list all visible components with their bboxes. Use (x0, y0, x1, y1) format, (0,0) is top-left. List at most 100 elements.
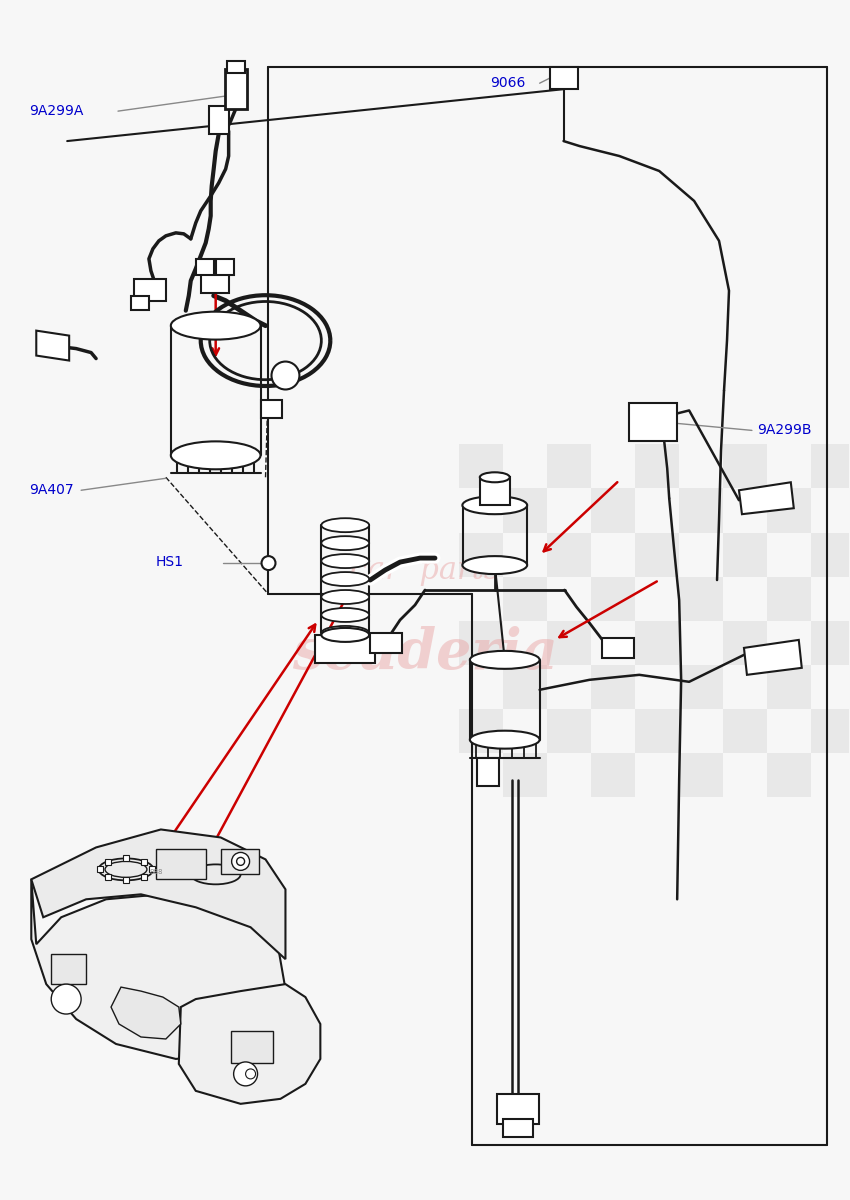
Polygon shape (31, 880, 286, 1058)
Circle shape (51, 984, 81, 1014)
Ellipse shape (321, 608, 369, 622)
Bar (134, 278, 166, 301)
Bar (149, 866, 155, 872)
Text: 9A407: 9A407 (29, 484, 74, 497)
Ellipse shape (321, 572, 369, 586)
Bar (768, 577, 812, 620)
Circle shape (236, 858, 245, 865)
Bar (812, 444, 850, 488)
Bar (123, 856, 129, 862)
Ellipse shape (171, 312, 261, 340)
Bar (635, 709, 679, 754)
Bar (768, 665, 812, 709)
Bar (503, 754, 547, 797)
Bar (459, 620, 503, 665)
Text: 9A299B: 9A299B (756, 424, 812, 437)
Ellipse shape (321, 590, 369, 604)
Circle shape (271, 361, 299, 390)
Bar (201, 271, 229, 293)
Bar (679, 754, 723, 797)
Bar (547, 444, 591, 488)
Bar (459, 444, 503, 488)
Bar (123, 877, 129, 883)
Bar (679, 488, 723, 533)
Bar (315, 635, 375, 662)
Bar (591, 754, 635, 797)
Ellipse shape (479, 473, 510, 482)
Text: scuderia: scuderia (292, 626, 558, 682)
Text: car  parts: car parts (350, 554, 500, 586)
Ellipse shape (470, 731, 540, 749)
Bar (768, 488, 812, 533)
Text: HS1: HS1 (156, 556, 184, 569)
Circle shape (234, 1062, 258, 1086)
Bar (503, 665, 547, 709)
Circle shape (262, 556, 275, 570)
Ellipse shape (321, 628, 369, 642)
Bar (496, 1094, 539, 1123)
Bar (502, 1118, 533, 1136)
Polygon shape (31, 829, 286, 959)
Bar (723, 709, 768, 754)
Circle shape (232, 852, 250, 870)
Bar (141, 859, 147, 865)
Bar (768, 754, 812, 797)
Bar (459, 533, 503, 577)
Bar (196, 259, 213, 275)
Bar (550, 67, 577, 89)
Polygon shape (739, 482, 794, 514)
Bar (209, 106, 229, 134)
Bar (156, 850, 206, 880)
Bar (812, 533, 850, 577)
Bar (547, 709, 591, 754)
Bar (141, 874, 147, 880)
Bar (503, 488, 547, 533)
Bar (679, 577, 723, 620)
Text: 9066: 9066 (490, 76, 525, 90)
Bar (459, 709, 503, 754)
Ellipse shape (171, 442, 261, 469)
Bar (629, 403, 677, 442)
Bar (97, 866, 103, 872)
Ellipse shape (462, 556, 527, 574)
Ellipse shape (462, 497, 527, 514)
Bar (635, 620, 679, 665)
Bar (216, 259, 234, 275)
Bar (131, 295, 149, 310)
Bar (603, 638, 634, 658)
Bar (105, 859, 110, 865)
Bar (230, 1031, 273, 1063)
Bar (51, 954, 86, 984)
Bar (547, 533, 591, 577)
Polygon shape (178, 984, 320, 1104)
Polygon shape (744, 640, 802, 674)
Bar (547, 620, 591, 665)
Ellipse shape (321, 536, 369, 550)
Bar (477, 757, 499, 786)
Polygon shape (111, 988, 181, 1039)
Bar (261, 401, 282, 419)
Text: 9A299A: 9A299A (29, 104, 83, 118)
Ellipse shape (321, 626, 369, 640)
Bar (723, 620, 768, 665)
Bar (591, 665, 635, 709)
Bar (635, 444, 679, 488)
Bar (105, 874, 110, 880)
Bar (221, 850, 258, 875)
Ellipse shape (321, 554, 369, 568)
Bar (723, 533, 768, 577)
Bar (503, 577, 547, 620)
Bar (635, 533, 679, 577)
Bar (479, 478, 510, 505)
Bar (371, 632, 402, 653)
Ellipse shape (470, 650, 540, 668)
Circle shape (246, 1069, 256, 1079)
Bar (224, 70, 246, 109)
Bar (723, 444, 768, 488)
Bar (591, 488, 635, 533)
Text: 888: 888 (149, 869, 162, 875)
Bar (679, 665, 723, 709)
Ellipse shape (321, 518, 369, 532)
Bar (227, 61, 245, 73)
Polygon shape (37, 331, 69, 360)
